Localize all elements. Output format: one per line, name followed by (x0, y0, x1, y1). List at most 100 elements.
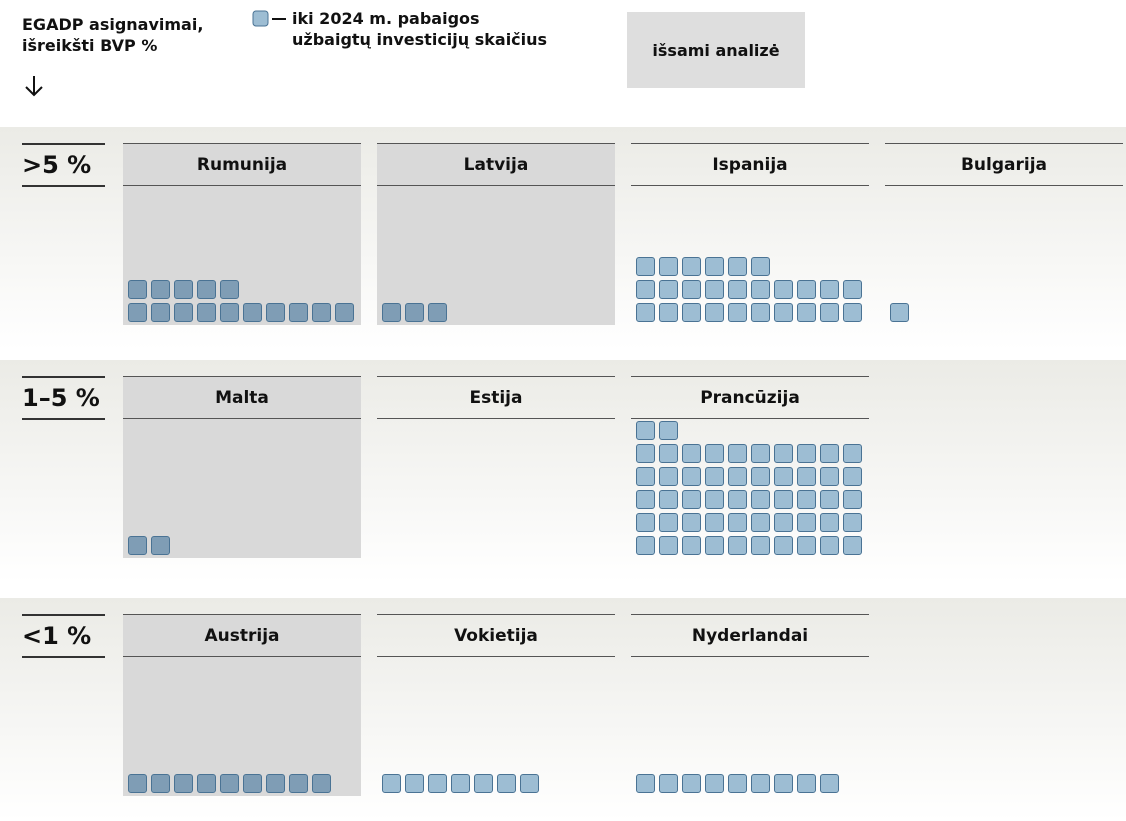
group-label: >5 % (22, 143, 105, 187)
legend: iki 2024 m. pabaigos užbaigtų investicij… (292, 8, 547, 50)
investment-square (705, 303, 724, 322)
investment-square (382, 303, 401, 322)
legend-line: užbaigtų investicijų skaičius (292, 30, 548, 49)
group-label: 1–5 % (22, 376, 105, 420)
investment-square (335, 303, 354, 322)
investment-square (636, 536, 655, 555)
investment-square (659, 280, 678, 299)
investment-square (728, 490, 747, 509)
investment-square (705, 490, 724, 509)
investment-square (705, 444, 724, 463)
investment-square (751, 536, 770, 555)
investment-square (451, 774, 470, 793)
investment-square (312, 774, 331, 793)
investment-square (197, 774, 216, 793)
investment-square (820, 280, 839, 299)
investment-square (682, 536, 701, 555)
legend-icon (252, 10, 286, 27)
investment-square (382, 774, 401, 793)
investment-square (151, 774, 170, 793)
investment-square (428, 303, 447, 322)
investment-square (751, 490, 770, 509)
investment-square (843, 513, 862, 532)
investment-square (774, 467, 793, 486)
investment-square (682, 513, 701, 532)
investment-square (820, 303, 839, 322)
investment-square (636, 257, 655, 276)
investment-square (174, 303, 193, 322)
investment-square (751, 303, 770, 322)
investment-square (636, 444, 655, 463)
investment-square (289, 774, 308, 793)
country-name: Latvija (377, 143, 615, 186)
investment-square (659, 257, 678, 276)
investment-square (774, 490, 793, 509)
country-panel: Vokietija (377, 614, 615, 796)
country-name: Estija (377, 376, 615, 419)
investment-square (751, 257, 770, 276)
investment-square (312, 303, 331, 322)
investment-square (797, 444, 816, 463)
investment-square (151, 536, 170, 555)
country-name: Austrija (123, 614, 361, 657)
investment-square (243, 774, 262, 793)
investment-square (659, 490, 678, 509)
country-name: Malta (123, 376, 361, 419)
investment-square (405, 303, 424, 322)
investment-square (128, 536, 147, 555)
investment-square (682, 490, 701, 509)
investment-square (705, 536, 724, 555)
investment-square (843, 280, 862, 299)
investment-square (520, 774, 539, 793)
investment-square (843, 444, 862, 463)
investment-square (174, 280, 193, 299)
country-name: Prancūzija (631, 376, 869, 419)
investment-square (774, 303, 793, 322)
header-line: išreikšti BVP % (22, 36, 158, 55)
investment-square (843, 467, 862, 486)
investment-square (797, 536, 816, 555)
investment-square (128, 280, 147, 299)
country-panel: Estija (377, 376, 615, 558)
investment-square (728, 257, 747, 276)
country-name: Vokietija (377, 614, 615, 657)
country-panel: Nyderlandai (631, 614, 869, 796)
country-panel: Bulgarija (885, 143, 1123, 325)
analysis-button[interactable]: išsami analizė (627, 12, 805, 88)
investment-square (682, 444, 701, 463)
investment-square (405, 774, 424, 793)
investment-square (820, 490, 839, 509)
investment-square (128, 774, 147, 793)
investment-square (705, 280, 724, 299)
investment-square (843, 303, 862, 322)
investment-square (682, 774, 701, 793)
investment-square (289, 303, 308, 322)
investment-square (636, 513, 655, 532)
investment-square (197, 303, 216, 322)
investment-square (705, 467, 724, 486)
header: EGADP asignavimai, išreikšti BVP % (22, 14, 203, 56)
investment-square (774, 444, 793, 463)
investment-square (797, 280, 816, 299)
investment-square (659, 467, 678, 486)
investment-square (751, 467, 770, 486)
investment-square (820, 774, 839, 793)
investment-square (797, 467, 816, 486)
country-panel: Ispanija (631, 143, 869, 325)
investment-square (659, 303, 678, 322)
investment-square (243, 303, 262, 322)
investment-square (682, 303, 701, 322)
investment-square (820, 536, 839, 555)
investment-square (728, 303, 747, 322)
investment-square (797, 774, 816, 793)
investment-square (220, 303, 239, 322)
investment-square (797, 513, 816, 532)
investment-square (705, 257, 724, 276)
investment-square (728, 280, 747, 299)
country-name: Ispanija (631, 143, 869, 186)
investment-square (174, 774, 193, 793)
investment-square (659, 774, 678, 793)
investment-square (636, 467, 655, 486)
investment-square (728, 536, 747, 555)
investment-square (682, 467, 701, 486)
